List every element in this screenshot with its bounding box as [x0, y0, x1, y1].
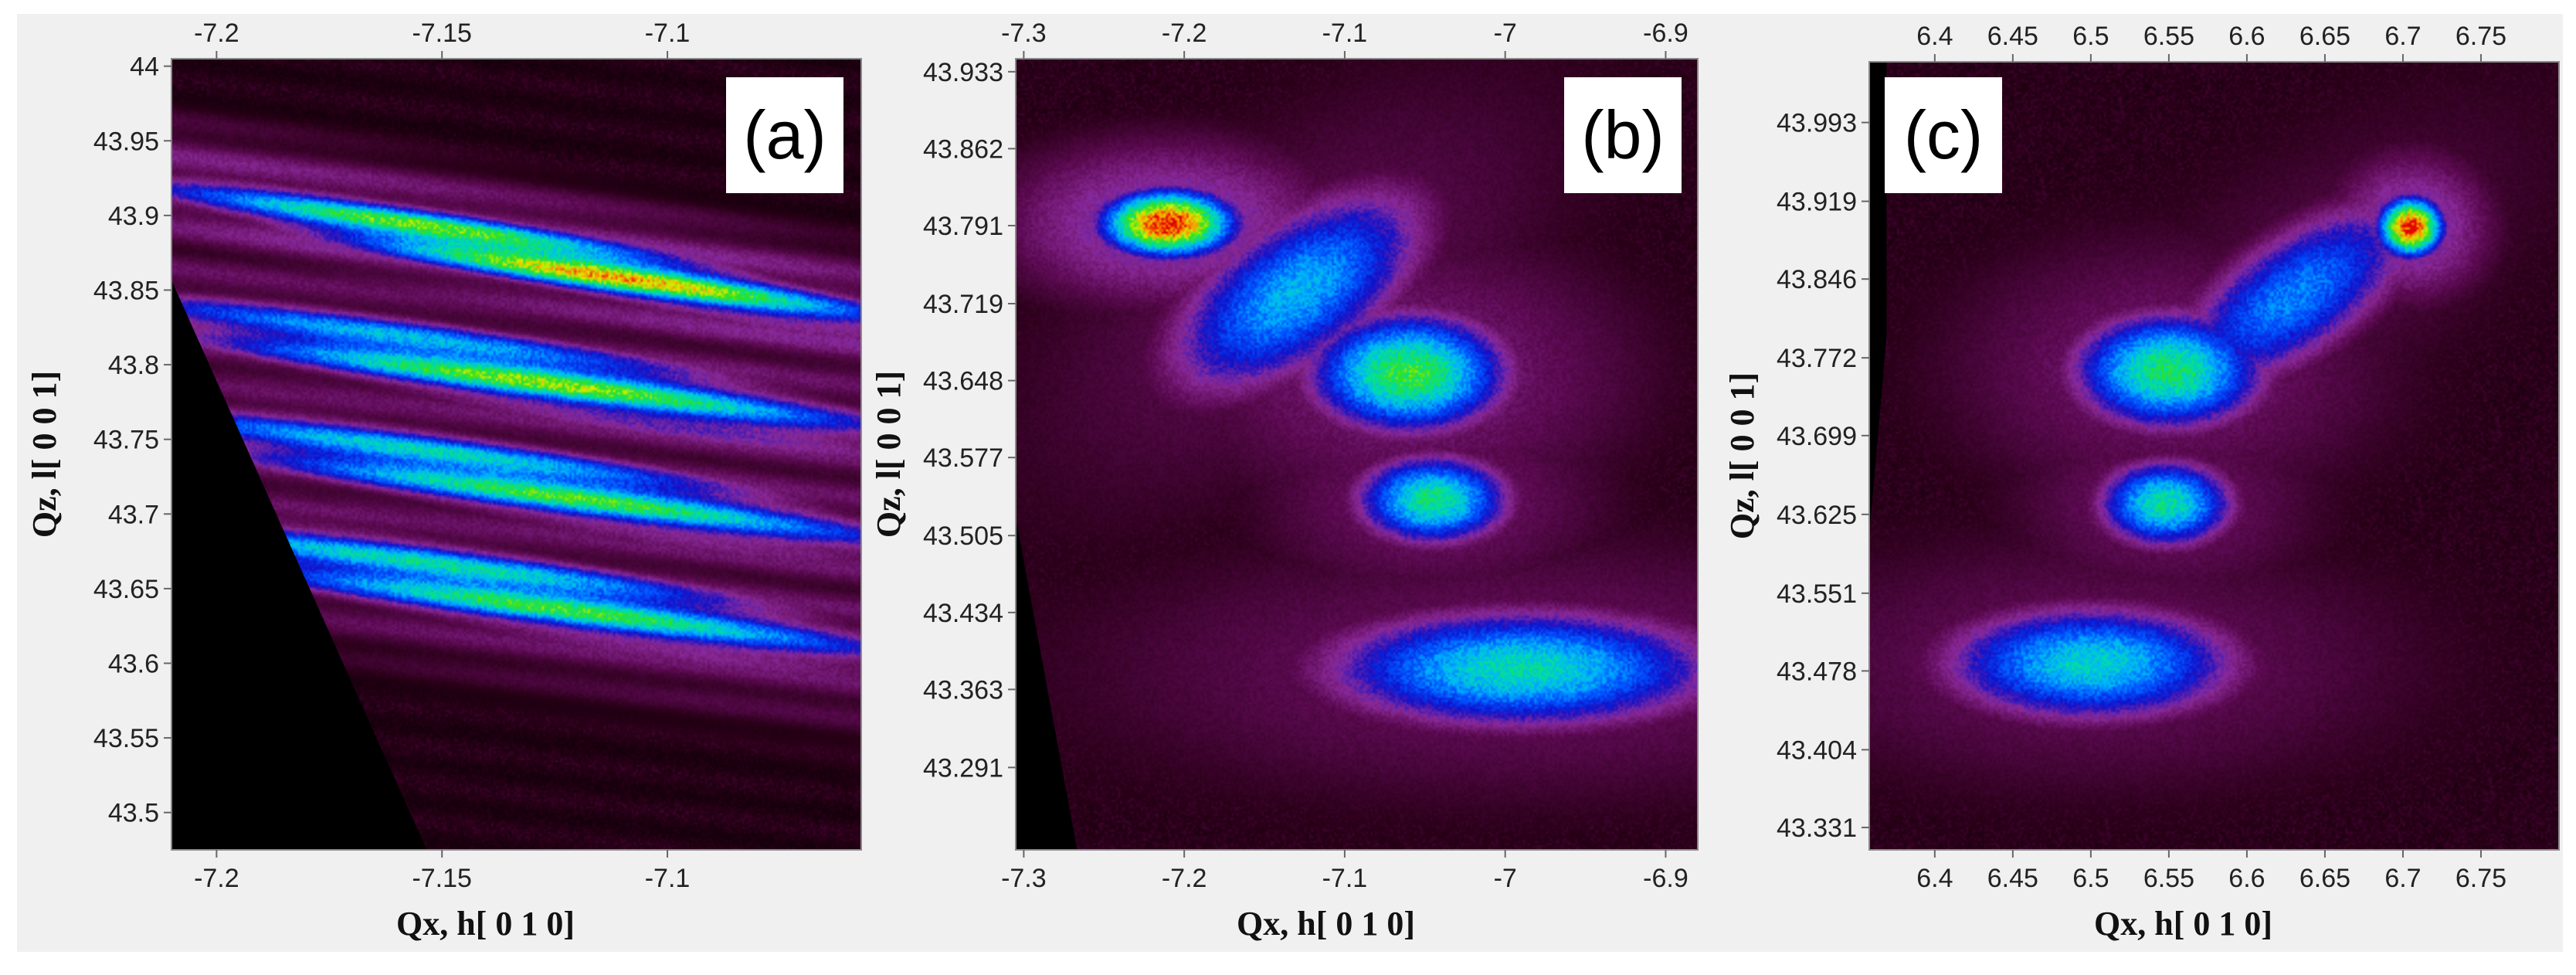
x-tick-label: -7.3 [1001, 864, 1047, 893]
x-tick-label-top: 6.45 [1987, 22, 2038, 51]
panel-label: (a) [743, 97, 826, 173]
x-tick-label: 6.6 [2228, 864, 2265, 893]
plot-frame [171, 58, 862, 851]
panel-label-box [1564, 77, 1682, 193]
x-tick-label: -7.2 [194, 864, 239, 893]
x-tick-label-top: -7.3 [1001, 19, 1047, 48]
x-tick-label-top: -7 [1494, 19, 1517, 48]
y-tick-label: 43.363 [923, 675, 1003, 705]
unmeasured-region [1869, 62, 1887, 535]
panel-label-box [726, 77, 843, 193]
x-tick-label-top: -7.2 [194, 19, 239, 48]
x-tick-label: 6.75 [2456, 864, 2506, 893]
x-tick-label: 6.45 [1987, 864, 2038, 893]
y-tick-label: 43.6 [108, 649, 159, 678]
x-tick-label: -6.9 [1643, 864, 1688, 893]
x-tick-label: -7.1 [1322, 864, 1368, 893]
y-tick-label: 43.791 [923, 212, 1003, 241]
y-tick-label: 43.577 [923, 443, 1003, 473]
y-tick-label: 43.699 [1777, 422, 1857, 451]
y-tick-label: 43.55 [93, 724, 159, 753]
x-tick-label: 6.7 [2384, 864, 2421, 893]
y-tick-label: 43.625 [1777, 501, 1857, 530]
x-tick-label-top: -7.15 [412, 19, 472, 48]
x-tick-label-top: 6.4 [1916, 22, 1953, 51]
y-tick-label: 43.75 [93, 426, 159, 455]
x-tick-label-top: -7.1 [645, 19, 691, 48]
y-tick-label: 43.993 [1777, 109, 1857, 138]
y-axis-title: Qz, l[ 0 0 1] [1723, 372, 1761, 539]
x-tick-label: -7.1 [645, 864, 691, 893]
x-axis-title: Qx, h[ 0 1 0] [396, 905, 575, 943]
panel-label: (b) [1581, 97, 1665, 173]
x-tick-label: -7 [1494, 864, 1517, 893]
y-tick-label: 43.5 [108, 799, 159, 828]
x-tick-label: 6.4 [1916, 864, 1953, 893]
y-tick-label: 43.478 [1777, 657, 1857, 686]
y-tick-label: 43.291 [923, 753, 1003, 783]
y-tick-label: 43.65 [93, 575, 159, 604]
y-tick-label: 43.505 [923, 521, 1003, 551]
panel-label: (c) [1904, 97, 1984, 173]
x-tick-label: -7.2 [1162, 864, 1207, 893]
y-tick-label: 43.9 [108, 202, 159, 231]
panel-c: 6.4 6.4 6.45 6.45 6.5 6.5 6.55 6.55 6.6 6.6 6.65 6.… [1723, 22, 2560, 943]
panel-b: -7.3 -7.3 -7.2 -7.2 -7.1 -7.1 -7 -7 -6.9 -6.9 43.2… [870, 19, 1699, 943]
y-tick-label: 43.434 [923, 599, 1003, 628]
y-tick-label: 43.8 [108, 351, 159, 380]
x-tick-label: 6.65 [2299, 864, 2350, 893]
y-tick-label: 43.933 [923, 58, 1003, 87]
y-tick-label: 43.772 [1777, 344, 1857, 373]
y-axis-title: Qz, l[ 0 0 1] [25, 371, 63, 538]
x-tick-label-top: -6.9 [1643, 19, 1688, 48]
y-tick-label: 43.331 [1777, 814, 1857, 843]
y-tick-label: 43.7 [108, 500, 159, 529]
unmeasured-region [1016, 517, 1078, 850]
x-axis-title: Qx, h[ 0 1 0] [2094, 905, 2272, 943]
panel-a: -7.2 -7.2 -7.15 -7.15 -7.1 -7.1 43.5 43.55 43.6 4… [25, 19, 862, 943]
x-tick-label-top: 6.75 [2456, 22, 2506, 51]
panels-root: -7.2-7.2-7.15-7.15-7.1-7.143.543.5543.64… [25, 19, 2560, 943]
x-tick-label-top: 6.55 [2143, 22, 2194, 51]
plot-frame [1868, 61, 2560, 851]
x-tick-label-top: -7.2 [1162, 19, 1207, 48]
x-tick-label-top: 6.6 [2228, 22, 2265, 51]
plot-frame [1015, 58, 1699, 851]
y-tick-label: 44 [130, 53, 159, 82]
x-tick-label-top: 6.5 [2072, 22, 2109, 51]
y-tick-label: 43.551 [1777, 579, 1857, 609]
y-tick-label: 43.919 [1777, 188, 1857, 217]
x-tick-label: 6.55 [2143, 864, 2194, 893]
y-tick-label: 43.404 [1777, 735, 1857, 765]
y-tick-label: 43.719 [923, 290, 1003, 319]
x-tick-label-top: 6.65 [2299, 22, 2350, 51]
y-tick-label: 43.648 [923, 367, 1003, 396]
y-axis-title: Qz, l[ 0 0 1] [870, 371, 908, 538]
panel-label-box [1885, 77, 2002, 193]
x-axis-title: Qx, h[ 0 1 0] [1237, 905, 1415, 943]
y-tick-label: 43.846 [1777, 265, 1857, 294]
x-tick-label: -7.15 [412, 864, 472, 893]
x-tick-label-top: 6.7 [2384, 22, 2421, 51]
y-tick-label: 43.862 [923, 134, 1003, 164]
x-tick-label: 6.5 [2072, 864, 2109, 893]
y-tick-label: 43.95 [93, 127, 159, 156]
y-tick-label: 43.85 [93, 276, 159, 305]
unmeasured-region [171, 280, 427, 851]
x-tick-label-top: -7.1 [1322, 19, 1368, 48]
